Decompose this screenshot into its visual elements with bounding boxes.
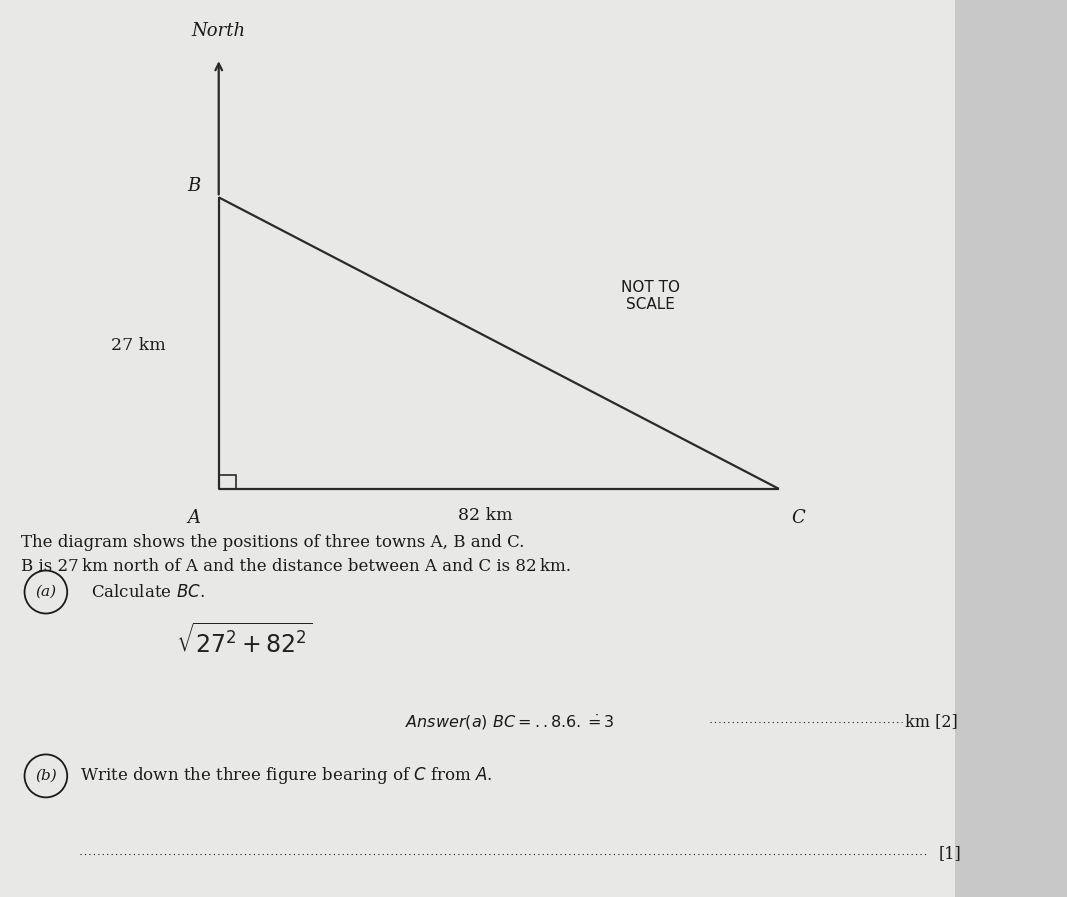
Text: The diagram shows the positions of three towns A, B and C.: The diagram shows the positions of three…: [21, 534, 525, 551]
Text: km [2]: km [2]: [905, 714, 957, 730]
Text: (b): (b): [35, 769, 57, 783]
Text: B: B: [188, 177, 201, 195]
Text: $\mathit{Answer(a)\ BC = ..8.6.\dot{=}3}$: $\mathit{Answer(a)\ BC = ..8.6.\dot{=}3}…: [405, 712, 615, 732]
Text: B is 27 km north of A and the distance between A and C is 82 km.: B is 27 km north of A and the distance b…: [21, 558, 571, 575]
Text: C: C: [792, 509, 806, 527]
Bar: [0, 0, 955, 897]
Text: (a): (a): [35, 585, 57, 599]
Text: NOT TO
SCALE: NOT TO SCALE: [621, 280, 681, 312]
Text: North: North: [192, 22, 245, 40]
Text: [1]: [1]: [939, 846, 961, 862]
Text: 27 km: 27 km: [111, 337, 165, 353]
Text: Calculate $BC$.: Calculate $BC$.: [91, 584, 205, 600]
Text: A: A: [188, 509, 201, 527]
Text: $\sqrt{27^2+82^2}$: $\sqrt{27^2+82^2}$: [176, 623, 313, 659]
Text: 82 km: 82 km: [458, 507, 513, 524]
Bar: [219, 475, 236, 489]
Text: Write down the three figure bearing of $C$ from $A$.: Write down the three figure bearing of $…: [80, 765, 493, 787]
